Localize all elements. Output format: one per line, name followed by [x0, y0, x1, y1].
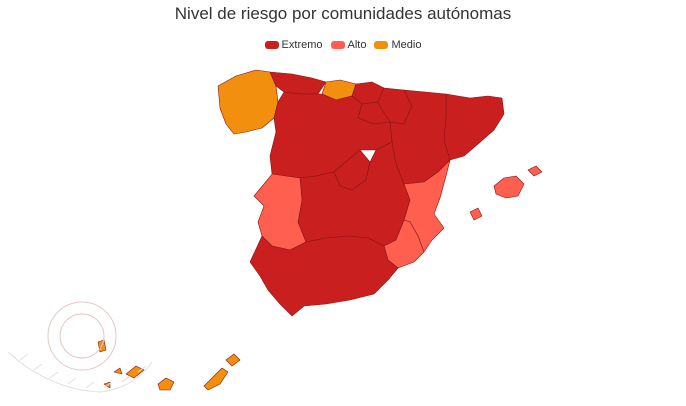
region-cataluna[interactable] — [443, 93, 505, 161]
region-murcia[interactable] — [383, 219, 425, 269]
island-mallorca — [493, 175, 525, 199]
region-canarias[interactable] — [97, 339, 241, 391]
map-title: Nivel de riesgo por comunidades autónoma… — [174, 4, 512, 23]
island-ibiza — [469, 207, 483, 221]
island-el-hierro — [103, 381, 111, 389]
island-la-palma — [97, 339, 107, 353]
legend: Extremo Alto Medio — [0, 39, 686, 51]
legend-swatch-medio — [374, 41, 389, 49]
island-lanzarote — [225, 353, 241, 367]
region-andalucia[interactable] — [249, 235, 399, 317]
region-galicia[interactable] — [217, 69, 279, 135]
legend-item-medio[interactable]: Medio — [374, 39, 421, 51]
legend-swatch-alto — [330, 41, 345, 49]
island-fuerteventura — [203, 367, 229, 391]
island-gran-canaria — [157, 377, 175, 391]
legend-swatch-extremo — [264, 41, 279, 49]
legend-label-medio: Medio — [391, 39, 422, 51]
legend-label-extremo: Extremo — [281, 39, 323, 51]
legend-item-extremo[interactable]: Extremo — [264, 39, 323, 51]
legend-item-alto[interactable]: Alto — [330, 39, 367, 51]
region-asturias[interactable] — [269, 71, 327, 95]
island-tenerife — [125, 365, 145, 379]
island-menorca — [527, 165, 543, 177]
legend-label-alto: Alto — [347, 39, 367, 51]
region-baleares[interactable] — [469, 165, 543, 221]
island-la-gomera — [113, 367, 123, 375]
